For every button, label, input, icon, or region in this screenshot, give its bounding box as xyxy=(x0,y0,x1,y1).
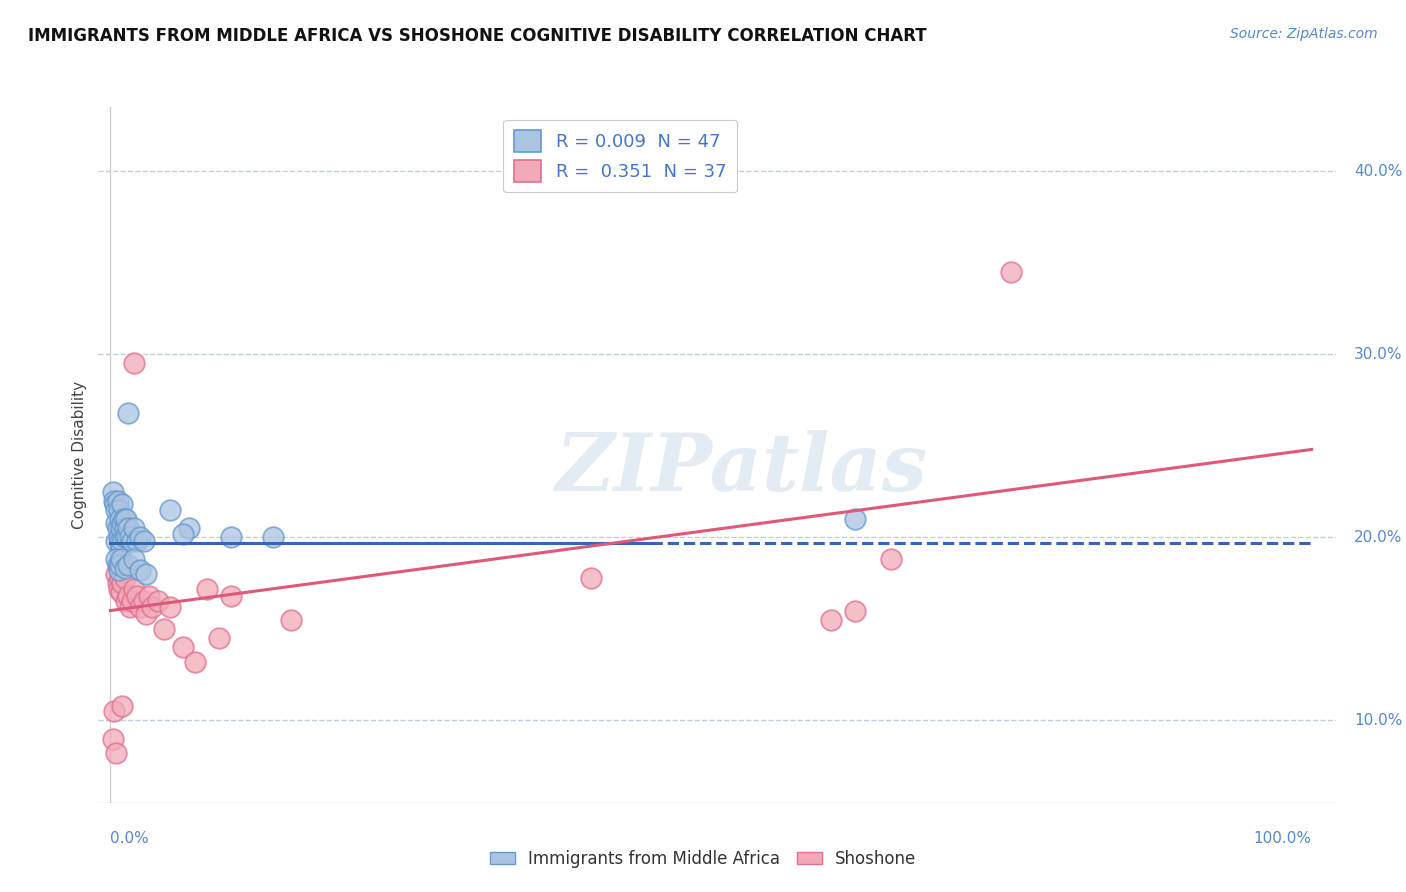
Point xyxy=(111,516,134,530)
Point xyxy=(117,589,139,603)
Text: ZIPatlas: ZIPatlas xyxy=(555,430,928,508)
Point xyxy=(108,571,131,585)
Point xyxy=(105,533,128,548)
Point xyxy=(138,589,160,603)
Point xyxy=(820,613,842,627)
Point xyxy=(132,533,155,548)
Point xyxy=(129,530,152,544)
Text: 40.0%: 40.0% xyxy=(1354,163,1403,178)
Point xyxy=(280,613,302,627)
Point xyxy=(107,493,129,508)
Point xyxy=(880,552,903,566)
Point xyxy=(117,406,139,420)
Point xyxy=(115,594,138,608)
Point xyxy=(124,521,146,535)
Point xyxy=(262,530,284,544)
Point xyxy=(117,530,139,544)
Point xyxy=(108,530,131,544)
Point xyxy=(103,704,125,718)
Point xyxy=(114,561,136,575)
Point xyxy=(579,571,602,585)
Point xyxy=(117,521,139,535)
Point xyxy=(219,589,242,603)
Point xyxy=(177,521,200,535)
Point xyxy=(172,640,194,655)
Point xyxy=(105,552,128,566)
Point xyxy=(111,576,134,591)
Point xyxy=(110,552,132,566)
Point xyxy=(110,521,132,535)
Point xyxy=(124,552,146,566)
Text: Source: ZipAtlas.com: Source: ZipAtlas.com xyxy=(1230,27,1378,41)
Point xyxy=(108,545,131,559)
Point xyxy=(195,582,218,596)
Point xyxy=(108,503,131,517)
Point xyxy=(105,566,128,581)
Text: 20.0%: 20.0% xyxy=(1354,530,1403,545)
Point xyxy=(115,512,138,526)
Point xyxy=(135,566,157,581)
Point xyxy=(117,558,139,572)
Text: 100.0%: 100.0% xyxy=(1254,830,1312,846)
Point xyxy=(118,530,141,544)
Point xyxy=(172,526,194,541)
Point xyxy=(104,497,127,511)
Point xyxy=(844,603,866,617)
Point xyxy=(111,497,134,511)
Point xyxy=(107,558,129,572)
Point xyxy=(148,594,170,608)
Point xyxy=(153,622,176,636)
Point xyxy=(118,599,141,614)
Text: 30.0%: 30.0% xyxy=(1354,347,1403,362)
Point xyxy=(135,607,157,622)
Point xyxy=(108,512,131,526)
Point xyxy=(108,533,131,548)
Point xyxy=(207,631,229,645)
Point xyxy=(125,589,148,603)
Point xyxy=(159,599,181,614)
Point xyxy=(219,530,242,544)
Point xyxy=(101,731,124,746)
Point xyxy=(159,503,181,517)
Point xyxy=(111,698,134,713)
Point xyxy=(844,512,866,526)
Y-axis label: Cognitive Disability: Cognitive Disability xyxy=(72,381,87,529)
Legend: R = 0.009  N = 47, R =  0.351  N = 37: R = 0.009 N = 47, R = 0.351 N = 37 xyxy=(503,120,737,193)
Point xyxy=(110,540,132,554)
Point xyxy=(114,530,136,544)
Point xyxy=(121,533,143,548)
Point xyxy=(108,582,131,596)
Point xyxy=(129,563,152,577)
Point xyxy=(114,571,136,585)
Point xyxy=(110,585,132,599)
Point xyxy=(1000,265,1022,279)
Point xyxy=(108,563,131,577)
Text: IMMIGRANTS FROM MIDDLE AFRICA VS SHOSHONE COGNITIVE DISABILITY CORRELATION CHART: IMMIGRANTS FROM MIDDLE AFRICA VS SHOSHON… xyxy=(28,27,927,45)
Point xyxy=(121,594,143,608)
Point xyxy=(105,503,128,517)
Point xyxy=(101,484,124,499)
Legend: Immigrants from Middle Africa, Shoshone: Immigrants from Middle Africa, Shoshone xyxy=(484,844,922,875)
Point xyxy=(124,356,146,370)
Point xyxy=(108,558,131,572)
Point xyxy=(125,533,148,548)
Text: 0.0%: 0.0% xyxy=(111,830,149,846)
Point xyxy=(183,655,205,669)
Point xyxy=(132,594,155,608)
Point xyxy=(141,599,163,614)
Point xyxy=(112,512,135,526)
Point xyxy=(111,533,134,548)
Point xyxy=(105,747,128,761)
Point xyxy=(103,493,125,508)
Point xyxy=(114,521,136,535)
Text: 10.0%: 10.0% xyxy=(1354,713,1403,728)
Point xyxy=(124,582,146,596)
Point xyxy=(129,599,152,614)
Point xyxy=(107,576,129,591)
Point xyxy=(107,521,129,535)
Point xyxy=(105,516,128,530)
